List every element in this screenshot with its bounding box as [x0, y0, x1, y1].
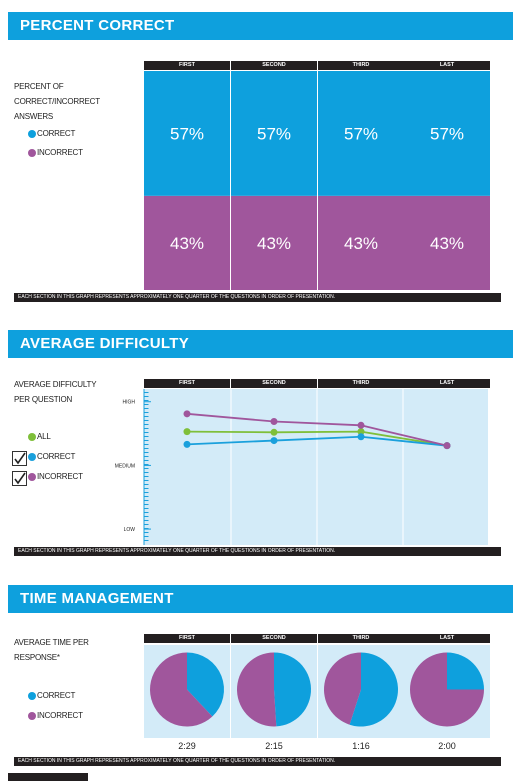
- bar-segment: [231, 71, 317, 196]
- series-line: [186, 412, 448, 447]
- y-tick-label: HIGH: [123, 400, 136, 406]
- pie-slice: [410, 652, 484, 727]
- section-note: EACH SECTION IN THIS GRAPH REPRESENTS AP…: [14, 757, 501, 766]
- bar-value-label: 57%: [430, 124, 464, 143]
- column-header: THIRD: [318, 61, 404, 70]
- legend-label: ALL: [37, 432, 51, 441]
- pie-slice: [150, 652, 213, 727]
- column-header: THIRD: [318, 379, 404, 388]
- section-subtitle: AVERAGE DIFFICULTY PER QUESTION: [14, 380, 97, 404]
- bar-value-label: 43%: [430, 234, 464, 253]
- section-header: PERCENT CORRECT: [8, 12, 513, 40]
- checkmark: [14, 472, 26, 485]
- legend-label: CORRECT: [37, 691, 76, 700]
- bar-segment: [231, 195, 317, 290]
- bar-segment: [144, 195, 230, 290]
- legend-dot: [28, 712, 36, 720]
- bar-value-label: 57%: [257, 124, 291, 143]
- bar-value-label: 43%: [257, 234, 291, 253]
- legend-dot: [28, 130, 36, 138]
- pie-slice: [447, 652, 484, 690]
- column-header: SECOND: [231, 61, 317, 70]
- bar-segment: [318, 195, 404, 290]
- pie-slice: [349, 652, 399, 727]
- section-subtitle: PERCENT OF CORRECT/INCORRECT ANSWERS: [14, 82, 100, 121]
- legend-label: INCORRECT: [37, 472, 83, 481]
- series-point: [183, 428, 191, 436]
- column-header: LAST: [404, 379, 490, 388]
- pie-slice: [237, 652, 277, 727]
- legend-label: INCORRECT: [37, 148, 83, 157]
- series-point: [357, 428, 365, 436]
- legend-label: INCORRECT: [37, 711, 83, 720]
- legend-label: CORRECT: [37, 452, 76, 461]
- legend-dot: [28, 453, 36, 461]
- time-label: 2:15: [265, 741, 283, 751]
- column-header: SECOND: [231, 634, 317, 643]
- column-header: THIRD: [318, 634, 404, 643]
- series-point: [270, 417, 278, 425]
- bar-value-label: 43%: [170, 234, 204, 253]
- column-header: SECOND: [231, 379, 317, 388]
- series-line: [186, 435, 448, 447]
- section-note: EACH SECTION IN THIS GRAPH REPRESENTS AP…: [14, 547, 501, 556]
- bar-segment: [404, 195, 490, 290]
- series-point: [357, 433, 365, 441]
- y-tick-label: MEDIUM: [115, 463, 135, 469]
- column-header: FIRST: [144, 379, 230, 388]
- bar-segment: [318, 71, 404, 196]
- legend-checkbox[interactable]: [12, 451, 27, 466]
- section-header: AVERAGE DIFFICULTY: [8, 330, 513, 358]
- pie-slice: [187, 652, 225, 717]
- checkmark: [14, 452, 26, 465]
- series-line: [186, 430, 448, 447]
- pie-slice: [324, 652, 361, 725]
- series-point: [270, 428, 278, 436]
- time-label: 2:00: [438, 741, 456, 751]
- bar-value-label: 57%: [170, 124, 204, 143]
- bar-segment: [404, 71, 490, 196]
- legend-checkbox[interactable]: [12, 471, 27, 486]
- column-header: FIRST: [144, 634, 230, 643]
- column-header: LAST: [404, 634, 490, 643]
- column-header: FIRST: [144, 61, 230, 70]
- legend-dot: [28, 149, 36, 157]
- bar-value-label: 57%: [344, 124, 378, 143]
- footer-tab: [8, 773, 88, 781]
- section-subtitle: AVERAGE TIME PER RESPONSE*: [14, 638, 89, 662]
- legend-dot: [28, 692, 36, 700]
- pie-slice: [274, 652, 312, 727]
- series-point: [183, 410, 191, 418]
- legend-label: CORRECT: [37, 129, 76, 138]
- bar-value-label: 43%: [344, 234, 378, 253]
- plot-area: [144, 389, 488, 545]
- time-label: 1:16: [352, 741, 370, 751]
- time-label: 2:29: [178, 741, 196, 751]
- series-point: [443, 442, 451, 450]
- series-point: [357, 421, 365, 429]
- series-point: [183, 440, 191, 448]
- series-point: [270, 437, 278, 445]
- legend-dot: [28, 473, 36, 481]
- column-header: LAST: [404, 61, 490, 70]
- y-tick-label: LOW: [124, 527, 136, 533]
- section-note: EACH SECTION IN THIS GRAPH REPRESENTS AP…: [14, 293, 501, 302]
- section-header: TIME MANAGEMENT: [8, 585, 513, 613]
- bar-segment: [144, 71, 230, 196]
- legend-dot: [28, 433, 36, 441]
